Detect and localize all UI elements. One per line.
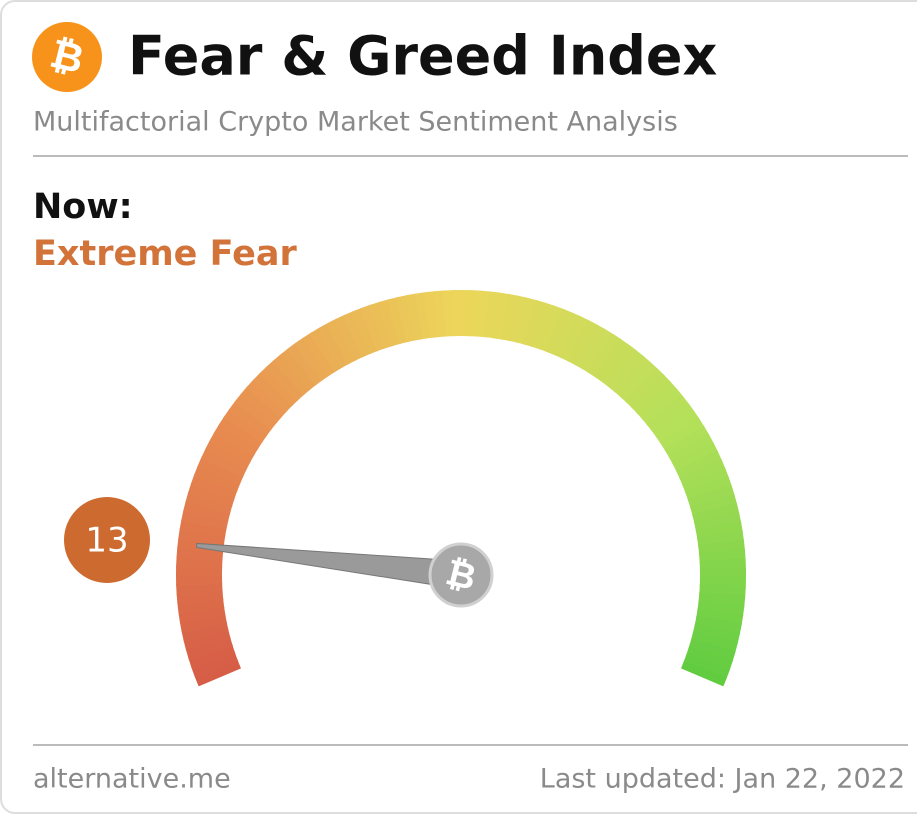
classification: Extreme Fear: [33, 234, 297, 274]
title: Fear & Greed Index: [128, 25, 718, 88]
value-label: 13: [85, 521, 128, 561]
last-updated: Last updated: Jan 22, 2022: [540, 764, 905, 795]
subtitle: Multifactorial Crypto Market Sentiment A…: [33, 107, 678, 138]
now-label: Now:: [33, 187, 133, 227]
gauge-arc: [702, 669, 705, 677]
source: alternative.me: [33, 764, 231, 795]
